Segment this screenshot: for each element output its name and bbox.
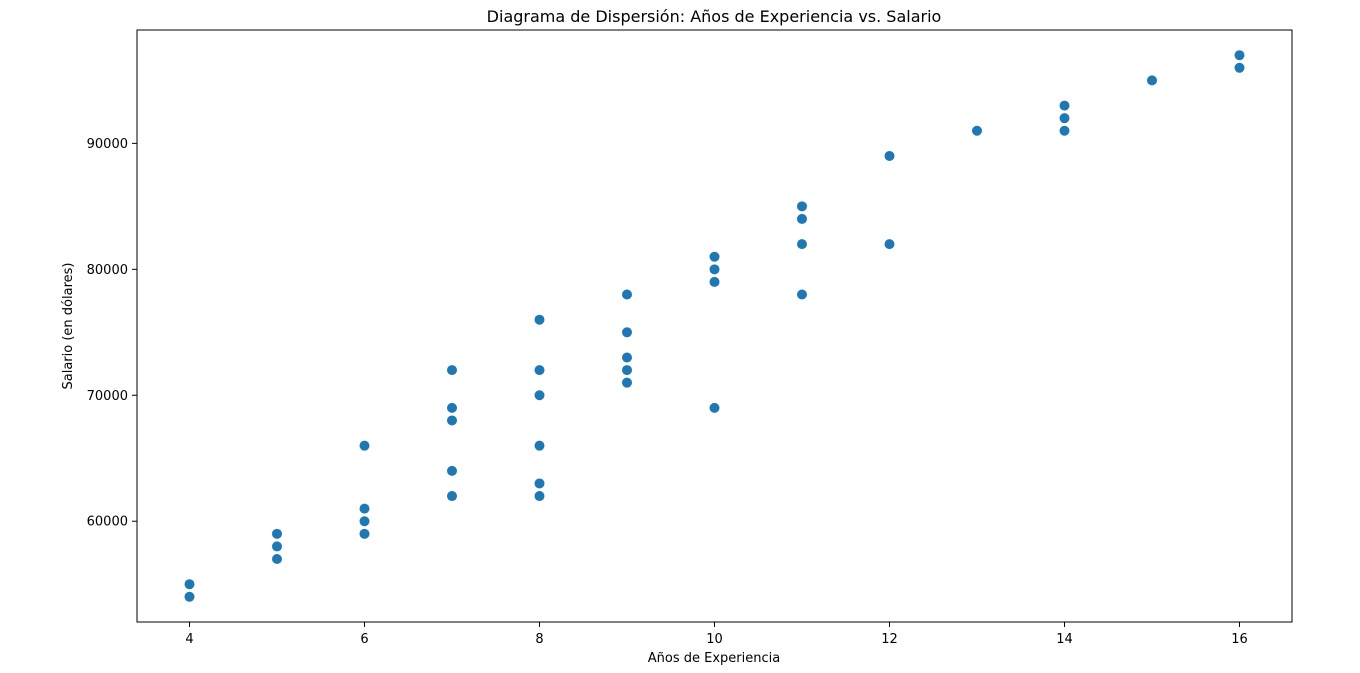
data-point (184, 591, 195, 602)
data-point (622, 365, 632, 376)
y-axis-ticks: 60000 70000 80000 90000 (87, 137, 137, 530)
y-tick-label: 60000 (87, 515, 128, 530)
data-point (884, 239, 895, 250)
data-point (1234, 50, 1245, 61)
data-point (709, 402, 720, 413)
data-point (447, 415, 457, 426)
data-point (1059, 125, 1070, 136)
y-tick-label: 70000 (87, 389, 128, 404)
data-point (534, 314, 545, 325)
data-point (972, 125, 982, 136)
data-point (884, 150, 895, 161)
data-point (534, 390, 545, 401)
data-point (447, 365, 457, 376)
data-point (447, 465, 457, 476)
data-point (797, 213, 807, 224)
data-point (709, 251, 720, 262)
data-point (272, 554, 282, 565)
data-point (622, 377, 632, 388)
chart-title: Diagrama de Dispersión: Años de Experien… (487, 7, 942, 26)
data-point (709, 276, 720, 287)
data-point (184, 579, 195, 590)
data-point (534, 365, 545, 376)
x-tick-label: 16 (1231, 632, 1248, 647)
data-point (534, 491, 545, 502)
data-point (359, 528, 370, 539)
data-point (272, 528, 282, 539)
data-point (359, 440, 370, 451)
data-point (359, 516, 370, 527)
data-point (447, 402, 457, 413)
x-tick-label: 8 (535, 632, 543, 647)
x-tick-label: 6 (360, 632, 368, 647)
data-point (534, 478, 545, 489)
data-point (797, 239, 807, 250)
points-layer (184, 50, 1245, 602)
data-point (622, 289, 632, 300)
data-point (1059, 100, 1070, 111)
x-tick-label: 10 (706, 632, 723, 647)
data-point (534, 440, 545, 451)
y-tick-label: 80000 (87, 263, 128, 278)
data-point (272, 541, 282, 552)
x-tick-label: 12 (881, 632, 898, 647)
y-axis-title: Salario (en dólares) (61, 263, 76, 390)
data-point (797, 201, 807, 212)
data-point (797, 289, 807, 300)
data-point (622, 352, 632, 363)
x-axis-title: Años de Experiencia (648, 651, 780, 666)
y-tick-label: 90000 (87, 137, 128, 152)
data-point (1147, 75, 1157, 86)
data-point (359, 503, 370, 514)
data-point (709, 264, 720, 275)
x-axis-ticks: 4 6 8 10 12 14 16 (185, 622, 1248, 647)
data-point (1059, 113, 1070, 124)
data-point (622, 327, 632, 338)
data-point (1234, 62, 1245, 73)
x-tick-label: 14 (1056, 632, 1073, 647)
x-tick-label: 4 (185, 632, 193, 647)
data-point (447, 491, 457, 502)
